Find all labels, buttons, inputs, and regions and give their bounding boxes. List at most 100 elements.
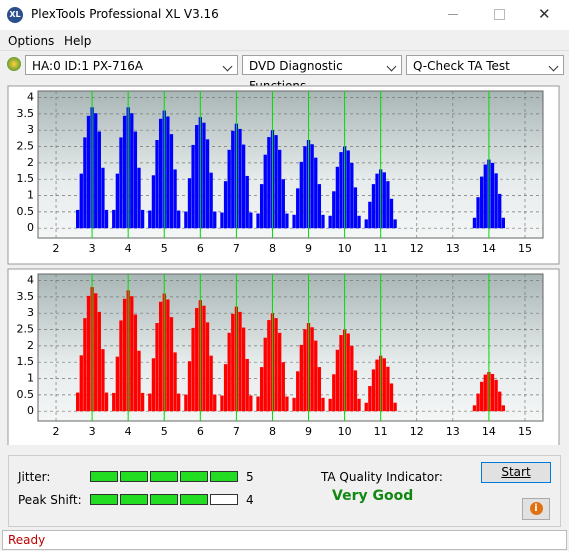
- bar: [314, 157, 318, 229]
- bar: [249, 395, 253, 412]
- bar: [220, 212, 224, 229]
- x-tick-label: 13: [446, 425, 460, 438]
- bar: [346, 333, 350, 412]
- bar: [480, 381, 484, 412]
- meter-box: [120, 494, 148, 505]
- bar: [480, 176, 484, 229]
- x-tick-label: 4: [125, 425, 132, 438]
- bar: [231, 130, 235, 229]
- bar: [238, 128, 242, 229]
- bar: [241, 144, 246, 229]
- bar: [137, 350, 141, 412]
- drive-select[interactable]: HA:0 ID:1 PX-716A: [25, 55, 238, 75]
- bar: [350, 345, 354, 412]
- bar: [296, 188, 300, 229]
- bar: [310, 327, 314, 412]
- menu-item[interactable]: Help: [64, 34, 92, 48]
- bar: [231, 313, 235, 412]
- menu-item[interactable]: Options: [8, 34, 55, 48]
- info-button[interactable]: i: [522, 498, 550, 520]
- bar: [386, 181, 390, 229]
- peak-shift-label: Peak Shift:: [18, 493, 82, 507]
- bar: [353, 370, 358, 412]
- y-tick-label: 1.5: [17, 355, 35, 368]
- bar: [263, 154, 267, 229]
- bar: [151, 175, 156, 229]
- results-panel: [8, 455, 561, 527]
- bar: [249, 212, 253, 229]
- y-tick-label: 3: [27, 306, 34, 319]
- bar: [245, 358, 249, 412]
- function-select[interactable]: DVD Diagnostic Functions: [242, 55, 402, 93]
- bar: [368, 386, 372, 412]
- x-tick-label: 12: [410, 425, 424, 438]
- bar: [205, 139, 210, 229]
- meter-box: [210, 471, 238, 482]
- close[interactable]: ✕: [538, 5, 551, 23]
- bar: [332, 374, 336, 412]
- x-tick-label: 14: [482, 242, 496, 255]
- bar: [184, 394, 188, 412]
- bar: [292, 397, 296, 412]
- bar: [115, 356, 120, 412]
- bar: [122, 115, 127, 229]
- bar: [130, 113, 134, 229]
- bar: [166, 299, 170, 412]
- x-tick-label: 3: [89, 425, 96, 438]
- bar: [223, 181, 228, 229]
- y-tick-label: 0: [27, 221, 34, 234]
- bar: [364, 219, 368, 229]
- start-button[interactable]: Start: [481, 462, 551, 483]
- bar: [278, 332, 282, 412]
- x-tick-label: 5: [161, 242, 168, 255]
- bar: [209, 355, 213, 412]
- bar: [76, 209, 80, 229]
- bar: [256, 213, 260, 229]
- meter-box: [180, 494, 208, 505]
- bar: [195, 307, 199, 412]
- x-tick-label: 2: [53, 425, 60, 438]
- bar: [187, 178, 192, 229]
- bar: [94, 293, 98, 412]
- bar: [220, 395, 224, 412]
- bar: [389, 198, 394, 229]
- test-select[interactable]: Q-Check TA Test: [406, 55, 564, 75]
- bar: [238, 311, 242, 412]
- bar: [371, 184, 376, 229]
- bar: [177, 393, 181, 412]
- bar: [101, 167, 105, 229]
- maximize[interactable]: [494, 9, 505, 20]
- bar: [155, 323, 159, 412]
- bar: [94, 113, 98, 229]
- bar: [122, 298, 127, 412]
- bar: [263, 337, 267, 412]
- bar: [104, 392, 109, 412]
- bar: [119, 320, 123, 412]
- ta-value: Very Good: [332, 488, 414, 504]
- bar: [368, 201, 372, 229]
- x-tick-label: 15: [518, 242, 532, 255]
- bar: [335, 166, 340, 229]
- bar: [79, 355, 83, 412]
- x-tick-label: 14: [482, 425, 496, 438]
- jitter-value: 5: [246, 470, 254, 484]
- bar: [130, 296, 134, 412]
- bar: [339, 152, 343, 229]
- drive-icon: [7, 57, 21, 71]
- bar: [483, 164, 487, 229]
- bar: [104, 209, 109, 229]
- bar: [321, 397, 325, 412]
- bar: [393, 219, 397, 229]
- bar: [227, 149, 231, 229]
- bar: [472, 405, 477, 412]
- bar: [202, 305, 206, 412]
- minimize[interactable]: [448, 14, 458, 15]
- meter-box: [90, 494, 118, 505]
- bar: [328, 398, 332, 412]
- y-tick-label: 0: [27, 404, 34, 417]
- bar: [213, 394, 217, 412]
- bar: [303, 329, 307, 412]
- bar: [490, 373, 495, 412]
- bar: [371, 369, 376, 412]
- title-bar: XL PlexTools Professional XL V3.16 ✕: [0, 0, 569, 30]
